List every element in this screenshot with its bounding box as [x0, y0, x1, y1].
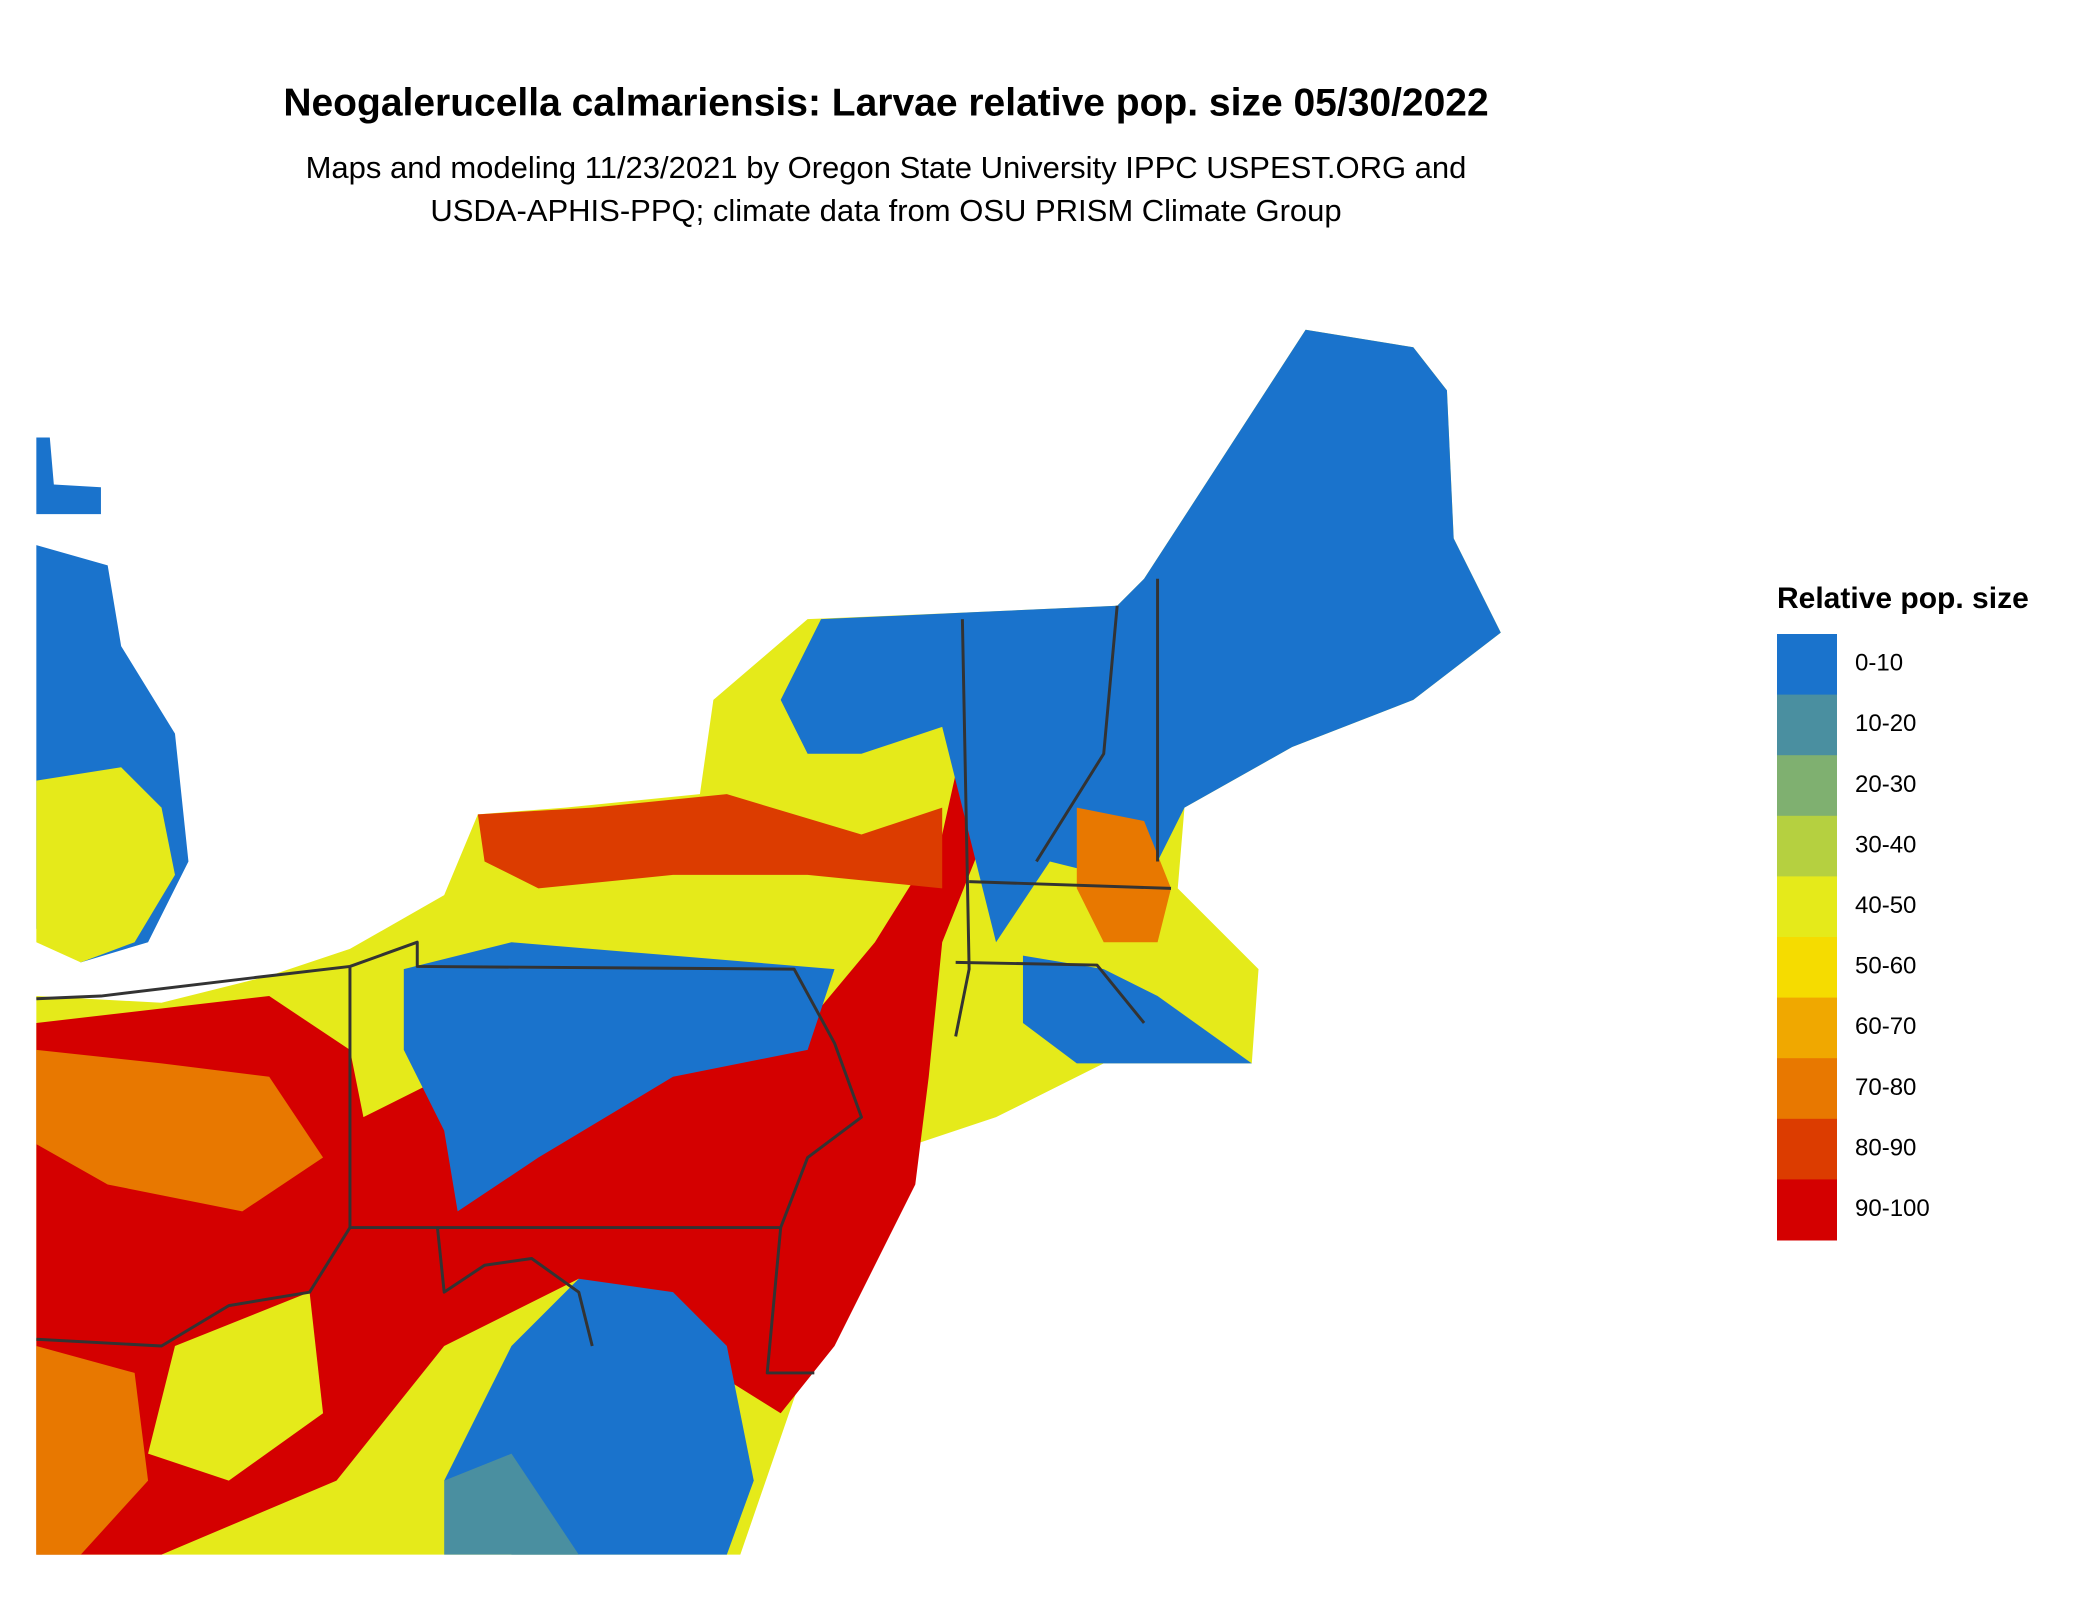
legend-label: 50-60 [1855, 953, 1916, 980]
state-border [348, 940, 863, 1230]
legend-swatch [1777, 815, 1837, 877]
legend-swatch [1777, 694, 1837, 756]
region [444, 1453, 579, 1555]
region [403, 942, 835, 1212]
legend: 0-10 10-20 20-30 30-40 40-50 50-60 60-70 70-80 8… [1777, 634, 1930, 1241]
state-border [954, 619, 971, 1037]
legend-title: Relative pop. size [1777, 582, 2029, 615]
subtitle-line: Maps and modeling 11/23/2021 by Oregon S… [306, 150, 1467, 185]
legend-label: 20-30 [1855, 771, 1916, 798]
map-title: Neogalerucella calmariensis: Larvae rela… [283, 81, 1488, 124]
legend-swatch [1777, 997, 1837, 1059]
subtitle-line: USDA-APHIS-PPQ; climate data from OSU PR… [430, 193, 1341, 228]
legend-swatch [1777, 1179, 1837, 1241]
legend-label: 90-100 [1855, 1195, 1930, 1222]
legend-swatch [1777, 634, 1837, 696]
legend-label: 10-20 [1855, 710, 1916, 737]
legend-swatch [1777, 1058, 1837, 1120]
legend-label: 30-40 [1855, 831, 1916, 858]
state-border [36, 1226, 352, 1348]
land [36, 437, 101, 515]
region [1076, 807, 1172, 943]
region [780, 329, 1501, 943]
state-border [36, 964, 351, 1001]
legend-swatch [1777, 937, 1837, 999]
legend-label: 60-70 [1855, 1013, 1916, 1040]
map [36, 329, 1501, 1555]
legend-label: 40-50 [1855, 892, 1916, 919]
legend-swatch [1777, 876, 1837, 938]
state-border [435, 1227, 594, 1347]
region [36, 1049, 324, 1212]
region [1022, 955, 1252, 1064]
legend-label: 80-90 [1855, 1134, 1916, 1161]
state-border [955, 960, 1146, 1024]
region [36, 767, 175, 963]
state-border [1035, 605, 1119, 863]
legend-label: 0-10 [1855, 650, 1903, 677]
legend-swatch [1777, 755, 1837, 817]
legend-swatch [1777, 1118, 1837, 1180]
region [477, 794, 943, 889]
region [36, 1346, 149, 1555]
state-border [765, 1227, 815, 1375]
legend-label: 70-80 [1855, 1074, 1916, 1101]
state-border [969, 880, 1172, 890]
